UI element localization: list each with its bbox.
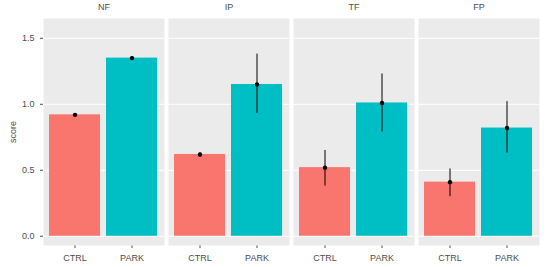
svg-text:CTRL: CTRL xyxy=(188,253,212,263)
svg-text:1.0: 1.0 xyxy=(22,99,35,109)
svg-text:0.0: 0.0 xyxy=(22,231,35,241)
svg-text:PARK: PARK xyxy=(370,253,394,263)
svg-text:FP: FP xyxy=(473,2,485,12)
svg-text:PARK: PARK xyxy=(495,253,519,263)
svg-text:PARK: PARK xyxy=(245,253,269,263)
svg-text:TF: TF xyxy=(349,2,360,12)
svg-text:PARK: PARK xyxy=(120,253,144,263)
svg-text:CTRL: CTRL xyxy=(313,253,337,263)
svg-text:CTRL: CTRL xyxy=(63,253,87,263)
svg-text:1.5: 1.5 xyxy=(22,33,35,43)
svg-text:CTRL: CTRL xyxy=(438,253,462,263)
svg-text:NF: NF xyxy=(98,2,110,12)
svg-text:score: score xyxy=(8,121,18,143)
svg-text:0.5: 0.5 xyxy=(22,165,35,175)
svg-text:IP: IP xyxy=(225,2,234,12)
